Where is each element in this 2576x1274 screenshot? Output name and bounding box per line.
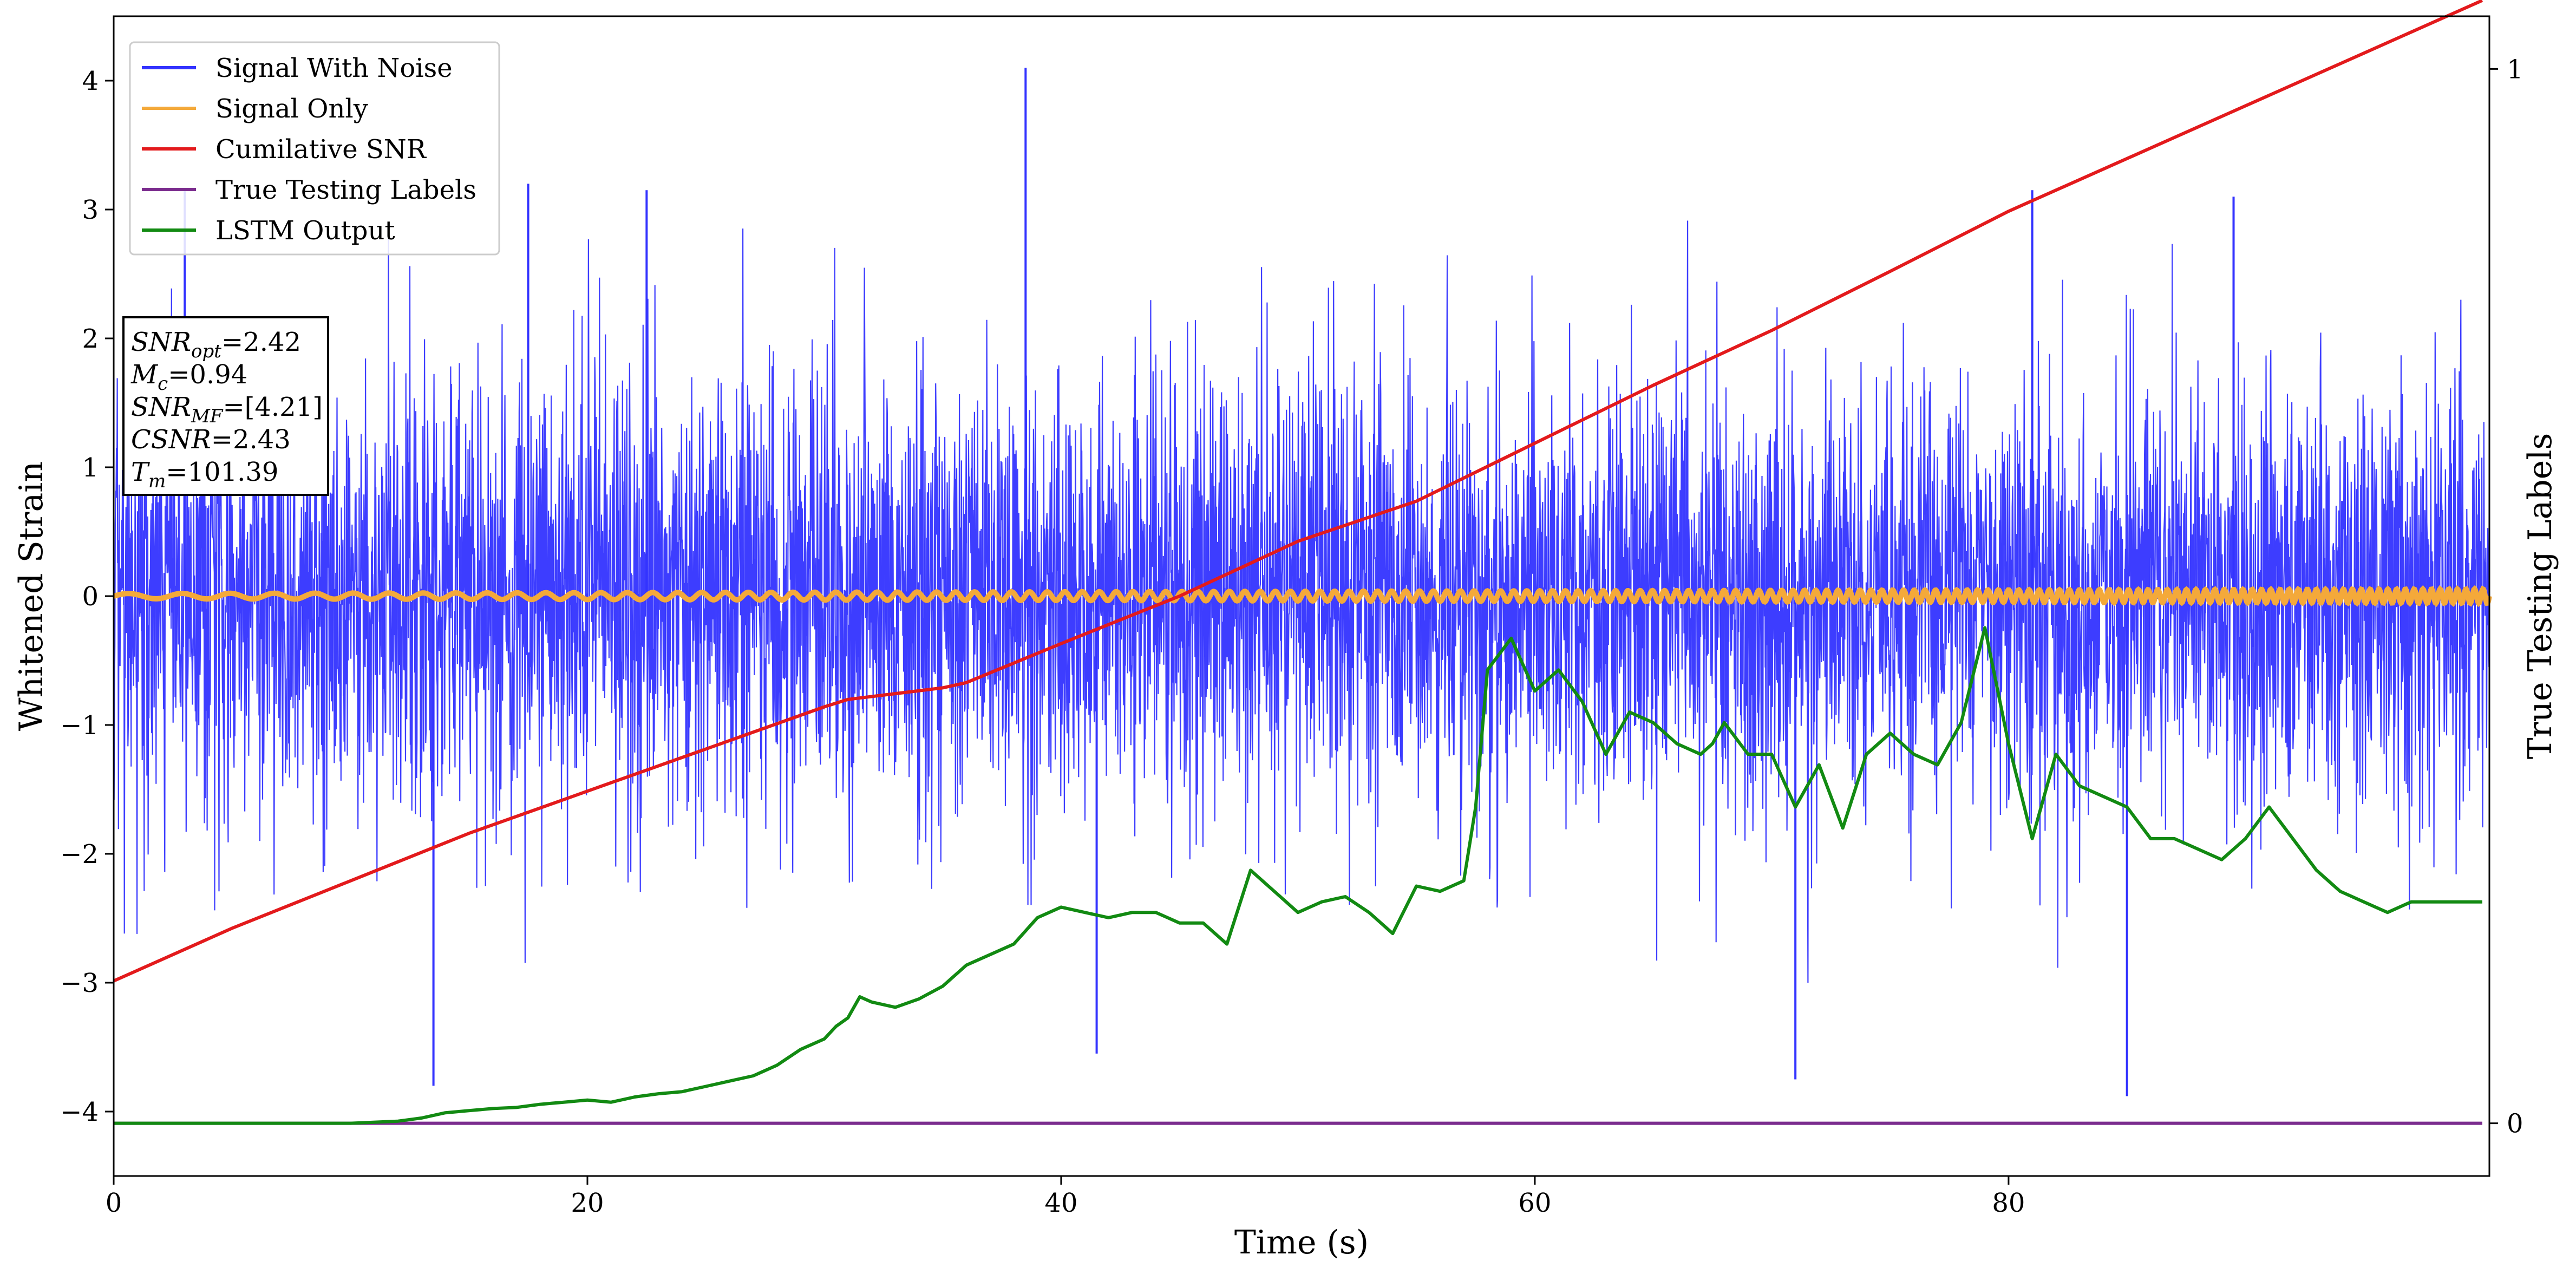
annotation-value: =2.43	[211, 424, 291, 455]
legend-label: Signal Only	[215, 94, 368, 124]
annotation-value: =0.94	[168, 360, 247, 390]
annotation-subscript: c	[158, 373, 168, 395]
left-y-tick-label: 2	[82, 324, 99, 354]
annotation-value: =2.42	[221, 327, 301, 357]
x-tick-label: 20	[571, 1188, 604, 1218]
annotation-symbol: T	[131, 457, 150, 487]
x-tick-label: 0	[106, 1188, 122, 1218]
annotation-frame	[122, 316, 329, 496]
signal-only-line	[113, 585, 2492, 607]
annotation-symbol: SNR	[131, 392, 191, 422]
signal-only-series	[113, 585, 2492, 607]
cumulative-snr-line	[113, 0, 2483, 983]
annotation-subscript: m	[148, 471, 166, 492]
right-y-tick-label: 0	[2507, 1109, 2523, 1139]
left-y-tick-label: −4	[60, 1097, 99, 1127]
right-y-tick-label: 1	[2507, 54, 2523, 84]
annotation-symbol: SNR	[131, 327, 191, 357]
left-y-tick-label: −3	[60, 968, 99, 998]
annotation-value: =[4.21]	[223, 392, 323, 422]
legend-label: True Testing Labels	[215, 175, 476, 205]
signal-with-noise-line	[113, 220, 2490, 983]
left-y-tick-label: 3	[82, 195, 99, 225]
annotation-subscript: opt	[191, 341, 221, 362]
left-y-axis-label: Whitened Strain	[12, 461, 50, 731]
x-tick-label: 40	[1044, 1188, 1077, 1218]
left-y-tick-label: −2	[60, 839, 99, 870]
right-y-axis-label: True Testing Labels	[2521, 433, 2559, 760]
annotation-line: SNRMF=[4.21]	[131, 392, 323, 427]
annotation-line: SNRopt=2.42	[131, 327, 301, 362]
annotation-value: =101.39	[166, 457, 278, 487]
annotation-subscript: MF	[191, 406, 224, 427]
annotation-line: CSNR=2.43	[131, 424, 291, 455]
left-y-tick-label: 4	[82, 66, 99, 96]
signal-with-noise-series	[113, 68, 2490, 1096]
left-y-tick-label: −1	[60, 710, 99, 741]
annotation-line: Tm=101.39	[131, 457, 278, 492]
legend-label: LSTM Output	[215, 215, 395, 246]
legend: Signal With Noise Signal Only Cumilative S…	[129, 41, 500, 256]
parameter-annotation-box: SNRopt=2.42Mc=0.94SNRMF=[4.21]CSNR=2.43T…	[122, 316, 329, 496]
legend-label: Cumilative SNR	[215, 134, 427, 165]
x-tick-label: 60	[1518, 1188, 1551, 1218]
x-tick-label: 80	[1992, 1188, 2025, 1218]
legend-label: Signal With Noise	[215, 53, 453, 83]
left-y-tick-label: 1	[82, 453, 99, 483]
left-y-tick-label: 0	[82, 582, 99, 612]
legend-frame	[129, 41, 500, 256]
annotation-symbol: M	[130, 360, 159, 390]
x-axis-label: Time (s)	[1234, 1224, 1369, 1262]
annotation-line: Mc=0.94	[130, 360, 247, 395]
lstm-output-line	[114, 626, 2482, 1125]
annotation-symbol: CSNR	[131, 424, 211, 455]
